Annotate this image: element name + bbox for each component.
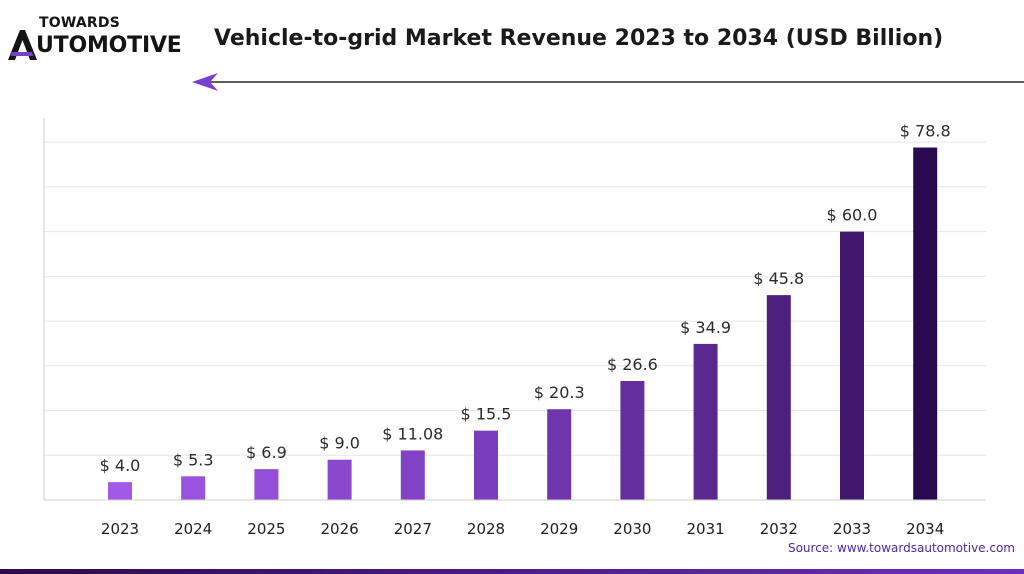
source-text: Source: www.towardsautomotive.com [787,541,1015,555]
bar-2027 [400,450,425,500]
grid-lines [44,141,986,456]
bar-value-label: $ 78.8 [900,122,951,141]
x-tick-label: 2032 [760,520,798,538]
x-tick-label: 2023 [101,520,139,538]
bar-2026 [327,459,352,500]
logo-main-text: UTOMOTIVE [36,33,182,58]
x-tick-label: 2028 [467,520,505,538]
bar-value-label: $ 60.0 [827,206,878,225]
bar-value-label: $ 4.0 [100,456,141,475]
x-tick-label: 2034 [906,520,944,538]
bar-value-label: $ 15.5 [461,405,512,424]
logo-top-text: TOWARDS [39,15,120,31]
bar-2023 [108,482,132,500]
bar-value-label: $ 11.08 [382,424,443,443]
bar-2029 [547,409,572,500]
x-tick-label: 2031 [687,520,725,538]
bar-2034 [913,147,938,501]
bar-value-label: $ 6.9 [246,443,287,462]
x-tick-label: 2025 [247,520,285,538]
bar-value-label: $ 20.3 [534,383,585,402]
x-tick-label: 2024 [174,520,212,538]
bar-2033 [840,231,864,500]
x-tick-labels: 2023 2024 2025 2026 2027 2028 2029 2030 2031 2032… [101,520,944,538]
x-tick-label: 2033 [833,520,871,538]
bar-2031 [693,343,718,500]
x-tick-label: 2030 [613,520,651,538]
bar-2028 [474,430,498,500]
left-arrow-icon [192,73,1024,91]
towards-automotive-logo: TOWARDS UTOMOTIVE [6,14,191,70]
bar-2025 [254,469,279,500]
bar-value-label: $ 34.9 [680,318,731,337]
x-tick-label: 2027 [394,520,432,538]
bar-2030 [620,381,645,500]
x-tick-label: 2029 [540,520,578,538]
bar-value-label: $ 9.0 [319,434,360,453]
bar-value-label: $ 5.3 [173,450,214,469]
footer-bar [0,569,1024,574]
chart-title: Vehicle-to-grid Market Revenue 2023 to 2… [214,26,944,51]
bar-value-label: $ 26.6 [607,355,658,374]
bars [108,147,938,501]
logo-a-mark-icon [8,30,37,60]
bar-value-label: $ 45.8 [753,269,804,288]
bar-value-labels: $ 4.0 $ 5.3 $ 6.9 $ 9.0 $ 11.08 $ 15.5 $ 20.3 $… [100,122,951,476]
x-tick-label: 2026 [321,520,359,538]
bar-2024 [181,476,206,500]
bar-2032 [766,295,791,500]
